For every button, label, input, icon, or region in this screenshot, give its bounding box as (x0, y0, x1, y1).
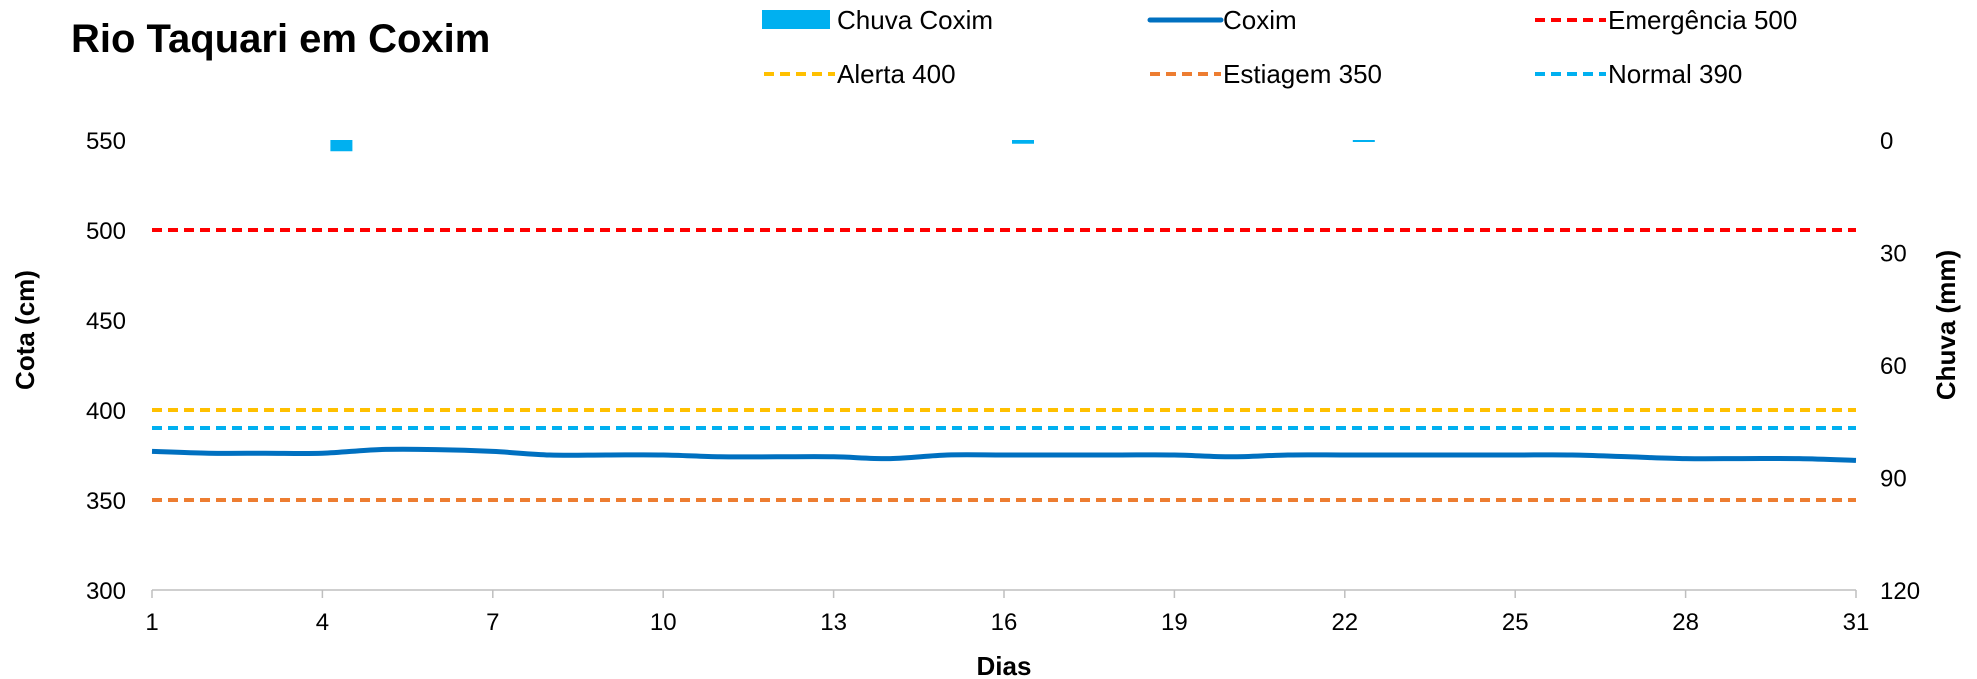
y-tick-label-right: 60 (1880, 353, 1907, 380)
x-tick-label: 25 (1502, 609, 1529, 636)
x-axis: 1 4 7 10 13 16 19 22 25 28 31 (145, 590, 1869, 636)
y-tick-label-right: 0 (1880, 128, 1893, 155)
rain-bar (1012, 140, 1034, 144)
legend: Chuva Coxim Coxim Emergência 500 Alerta 400… (762, 5, 1797, 89)
legend-label: Emergência 500 (1608, 5, 1797, 35)
y-tick-label-left: 450 (86, 308, 126, 335)
y-tick-label-left: 500 (86, 218, 126, 245)
y-tick-label-left: 350 (86, 488, 126, 515)
y-tick-label-right: 90 (1880, 466, 1907, 493)
legend-label: Chuva Coxim (837, 5, 993, 35)
y-axis-right-label: Chuva (mm) (1931, 250, 1961, 400)
x-tick-label: 7 (486, 609, 499, 636)
x-tick-label: 31 (1843, 609, 1870, 636)
rain-bar (1352, 140, 1375, 142)
legend-label: Coxim (1223, 5, 1297, 35)
y-tick-label-right: 120 (1880, 578, 1920, 605)
legend-swatch (762, 10, 830, 29)
y-axis-left: 300 350 400 450 500 550 (86, 128, 126, 605)
x-axis-label: Dias (977, 651, 1032, 679)
x-tick-label: 22 (1331, 609, 1358, 636)
legend-label: Alerta 400 (837, 59, 956, 89)
chart-title: Rio Taquari em Coxim (71, 17, 490, 61)
x-tick-label: 4 (316, 609, 329, 636)
y-tick-label-left: 400 (86, 398, 126, 425)
threshold-lines (152, 228, 1856, 502)
x-tick-label: 10 (650, 609, 677, 636)
x-tick-label: 13 (820, 609, 847, 636)
y-tick-label-right: 30 (1880, 241, 1907, 268)
x-tick-label: 19 (1161, 609, 1188, 636)
coxim-line (151, 446, 1857, 463)
rain-bars (330, 140, 1375, 152)
y-axis-left-label: Cota (cm) (10, 270, 40, 390)
x-tick-label: 1 (145, 609, 158, 636)
legend-label: Estiagem 350 (1223, 59, 1382, 89)
y-tick-label-left: 550 (86, 128, 126, 155)
x-tick-label: 28 (1672, 609, 1699, 636)
legend-label: Normal 390 (1608, 59, 1742, 89)
y-tick-label-left: 300 (86, 578, 126, 605)
y-axis-right: 0 30 60 90 120 (1880, 128, 1920, 605)
level-lines (151, 446, 1857, 463)
rain-bar (330, 140, 353, 152)
x-tick-label: 16 (991, 609, 1018, 636)
